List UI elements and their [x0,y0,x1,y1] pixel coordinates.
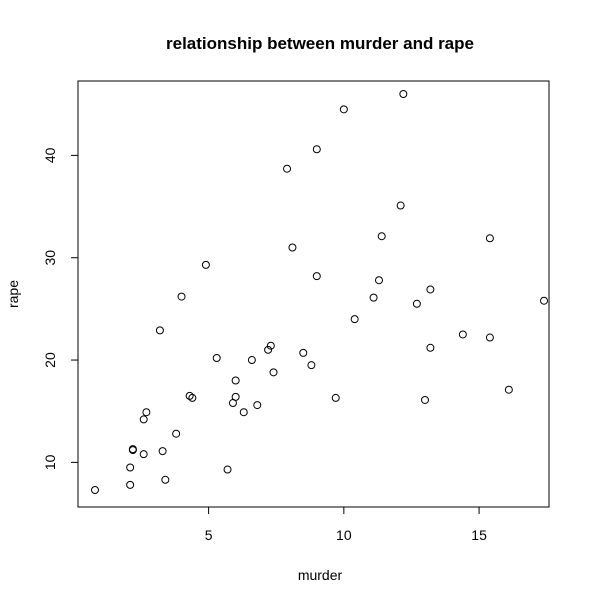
data-point [369,293,378,302]
data-point [312,272,321,281]
data-point [350,315,359,324]
data-point [396,201,405,210]
data-point [266,341,275,350]
x-axis-label: murder [298,567,343,583]
data-point [126,480,135,489]
data-point [158,447,167,456]
data-point [172,429,181,438]
data-point [299,348,308,357]
data-point [155,326,164,335]
data-point [185,391,194,400]
data-point [312,145,321,154]
chart-title: relationship between murder and rape [166,34,474,53]
data-point [331,393,340,402]
data-point [375,276,384,285]
data-point [188,393,197,402]
data-point [253,401,262,410]
data-point [485,333,494,342]
data-point [247,356,256,365]
data-point [142,408,151,417]
data-point [231,376,240,385]
data-point [139,450,148,459]
data-point [485,234,494,243]
data-point [126,463,135,472]
data-point [412,299,421,308]
data-point [426,285,435,294]
data-point [339,105,348,114]
data-point [128,446,137,455]
data-point [540,296,548,305]
data-point [269,368,278,377]
x-tick-label: 10 [336,527,352,543]
data-point [91,486,99,494]
data-point [139,415,148,424]
data-point [420,395,429,404]
data-point [264,345,273,354]
y-tick-label: 40 [42,147,58,163]
x-axis: 5 10 15 [205,506,487,543]
x-tick-label: 5 [205,527,213,543]
plot-frame [77,80,550,508]
data-point [161,475,170,484]
y-tick-label: 20 [42,352,58,368]
data-point [288,243,297,252]
y-axis-label: rape [5,280,21,308]
data-point [399,90,408,98]
y-tick-label: 30 [42,250,58,266]
data-point [283,164,292,173]
x-tick-label: 15 [471,527,487,543]
data-point [201,260,210,269]
data-point [231,392,240,401]
data-point [458,330,467,339]
data-points [91,90,548,494]
data-point [177,292,186,301]
data-point [426,343,435,352]
data-point [307,361,316,370]
data-point [504,385,513,394]
y-axis: 10 20 30 40 [42,147,79,470]
data-point [223,465,232,474]
data-point [239,408,248,417]
data-point [377,232,386,241]
data-point [212,354,221,362]
y-tick-label: 10 [42,454,58,470]
